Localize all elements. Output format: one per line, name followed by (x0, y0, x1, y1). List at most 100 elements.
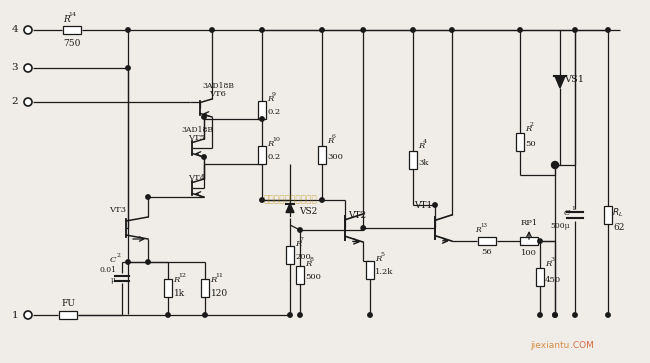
Bar (520, 237, 538, 245)
Text: jiexiantu: jiexiantu (530, 340, 570, 350)
Text: 1: 1 (12, 310, 18, 319)
Text: VT6: VT6 (209, 90, 226, 98)
Text: 1: 1 (571, 206, 575, 211)
Circle shape (24, 64, 32, 72)
Circle shape (24, 311, 32, 319)
Circle shape (298, 228, 302, 232)
Circle shape (411, 28, 415, 32)
Circle shape (573, 28, 577, 32)
Circle shape (552, 313, 557, 317)
Bar (164, 279, 172, 297)
Text: R: R (525, 125, 531, 133)
Circle shape (450, 28, 454, 32)
Circle shape (538, 313, 542, 317)
Bar (286, 246, 294, 264)
Text: R: R (375, 255, 382, 263)
Text: 14: 14 (68, 12, 76, 17)
Bar (478, 237, 496, 245)
Text: R: R (210, 276, 216, 284)
Text: 450: 450 (545, 276, 561, 284)
Text: R: R (545, 260, 551, 268)
Text: FU: FU (61, 299, 75, 309)
Text: 0.2: 0.2 (267, 153, 280, 161)
Circle shape (146, 195, 150, 199)
Circle shape (146, 260, 150, 264)
Text: VS2: VS2 (299, 208, 317, 216)
Bar (296, 266, 304, 284)
Bar (201, 279, 209, 297)
Text: 7: 7 (300, 237, 304, 242)
Text: 9: 9 (272, 92, 276, 97)
Text: 100: 100 (521, 249, 537, 257)
Circle shape (202, 155, 206, 159)
Polygon shape (286, 204, 294, 212)
Circle shape (126, 28, 130, 32)
Text: R: R (327, 137, 333, 145)
Text: R: R (267, 140, 273, 148)
Circle shape (260, 28, 264, 32)
Text: .COM: .COM (570, 340, 594, 350)
Text: 56: 56 (482, 248, 492, 256)
Text: $R_L$: $R_L$ (612, 207, 623, 219)
Text: 3: 3 (550, 257, 554, 262)
Text: C: C (564, 209, 570, 217)
Text: 11: 11 (215, 273, 223, 278)
Circle shape (361, 226, 365, 230)
Text: RP1: RP1 (521, 219, 538, 227)
Circle shape (518, 28, 522, 32)
Text: 62: 62 (613, 223, 625, 232)
Text: 1.2k: 1.2k (375, 268, 393, 276)
Bar (366, 261, 374, 279)
Text: 8: 8 (310, 257, 314, 262)
Text: VT3: VT3 (109, 206, 127, 214)
Bar (409, 151, 417, 169)
Text: 3AD18B: 3AD18B (202, 82, 234, 90)
Circle shape (320, 198, 324, 202)
Text: 12: 12 (178, 273, 186, 278)
Text: R: R (173, 276, 179, 284)
Text: 6: 6 (332, 134, 336, 139)
Text: R: R (418, 142, 424, 150)
Text: R: R (267, 95, 273, 103)
Circle shape (573, 313, 577, 317)
Circle shape (361, 28, 365, 32)
Text: 120: 120 (211, 289, 228, 298)
Text: R: R (295, 240, 301, 248)
Circle shape (24, 98, 32, 106)
Bar (258, 146, 266, 164)
Circle shape (551, 162, 558, 168)
Circle shape (210, 28, 215, 32)
Text: 4: 4 (12, 25, 18, 34)
Text: VT1: VT1 (414, 201, 432, 211)
Text: 300: 300 (327, 153, 343, 161)
Text: 200: 200 (295, 253, 311, 261)
Circle shape (320, 28, 324, 32)
Text: R: R (305, 260, 311, 268)
Text: VT2: VT2 (348, 212, 366, 220)
Bar (516, 133, 524, 151)
Text: C: C (110, 256, 116, 264)
Text: 750: 750 (63, 38, 81, 48)
Circle shape (126, 260, 130, 264)
Circle shape (368, 313, 372, 317)
Text: 50: 50 (525, 140, 536, 148)
Text: 500: 500 (305, 273, 321, 281)
Circle shape (606, 313, 610, 317)
Circle shape (433, 203, 437, 207)
Bar (604, 206, 612, 224)
Text: 500μ: 500μ (551, 222, 570, 230)
Text: 5: 5 (380, 252, 384, 257)
Bar (63, 26, 81, 34)
Circle shape (260, 117, 264, 121)
Text: 2: 2 (12, 98, 18, 106)
Text: 2: 2 (117, 253, 121, 258)
Bar (59, 311, 77, 319)
Text: VT4: VT4 (188, 174, 205, 182)
Bar (318, 146, 326, 164)
Text: 4: 4 (423, 139, 427, 144)
Text: R: R (63, 15, 70, 24)
Text: 3: 3 (12, 64, 18, 73)
Circle shape (288, 313, 292, 317)
Text: R: R (475, 226, 481, 234)
Text: VS1: VS1 (564, 76, 584, 85)
